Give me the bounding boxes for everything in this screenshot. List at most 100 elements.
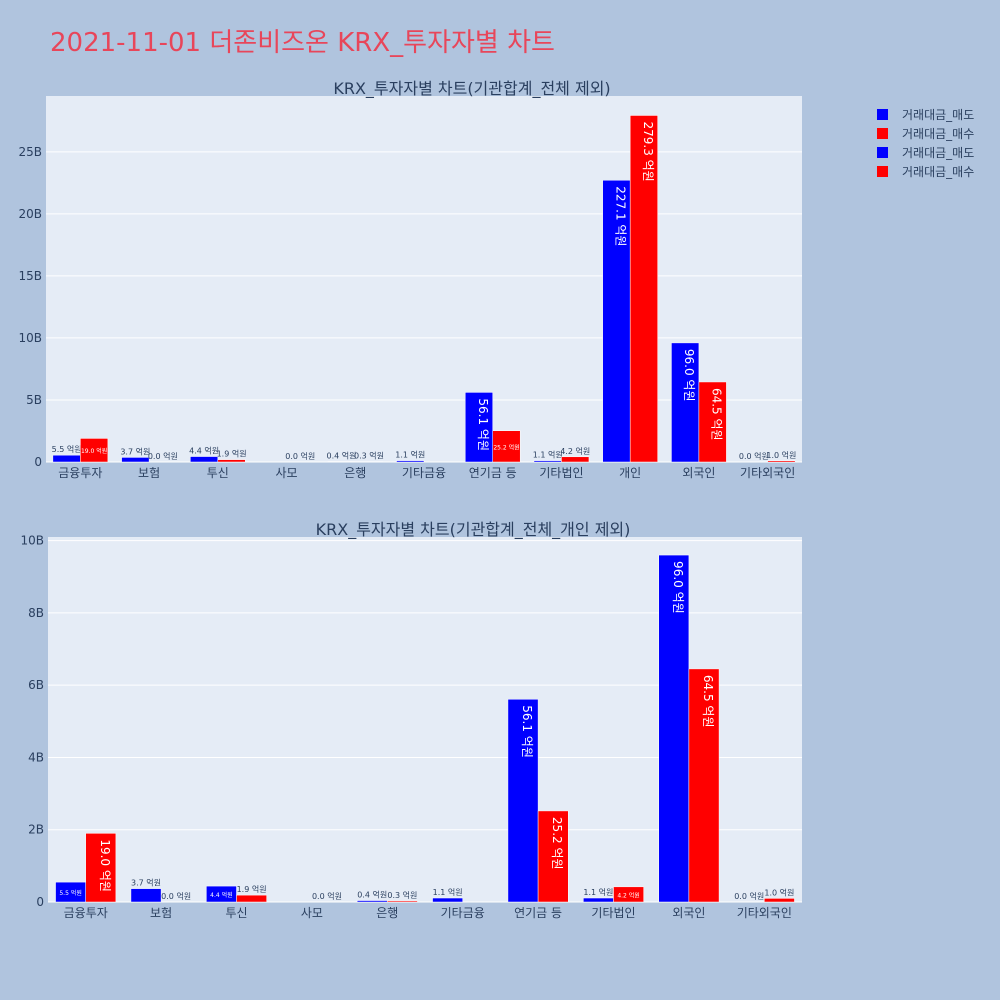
bar-buy [613,886,644,903]
x-tick-label: 보험 [150,906,172,920]
bar-sell [121,457,150,463]
x-tick-label: 금융투자 [58,466,102,480]
legend-label: 거래대금_매수 [902,165,974,179]
legend-swatch [877,166,888,177]
bar-buy [492,430,521,463]
bar-buy [80,438,109,463]
y-tick-label: 5B [26,393,42,407]
legend-swatch [877,109,888,120]
bar-buy [85,833,117,903]
x-tick-label: 연기금 등 [469,466,517,480]
x-tick-label: 은행 [376,905,398,920]
x-tick-label: 은행 [344,465,366,480]
x-tick-label: 금융투자 [64,906,108,920]
data-label: 0.0 억원 [148,451,178,461]
y-tick-label: 8B [28,606,44,620]
bar-sell [206,885,237,903]
data-label: 3.7 억원 [131,878,161,888]
data-label: 4.2 억원 [617,891,640,899]
x-tick-label: 기타외국인 [737,906,792,920]
x-tick-label: 기타외국인 [740,466,795,480]
data-label: 0.3 억원 [354,451,384,461]
legend-label: 거래대금_매도 [902,108,974,122]
data-label: 4.2 억원 [560,446,590,456]
y-tick-label: 6B [28,678,44,692]
bar-sell [190,456,219,463]
bar-sell [658,554,690,903]
data-label: 1.0 억원 [764,887,794,897]
y-tick-label: 10B [18,331,42,345]
x-tick-label: 기타법인 [539,466,583,480]
bar-sell [130,888,162,903]
data-label: 64.5 억원 [701,675,715,728]
bar-sell [507,699,539,903]
y-tick-label: 25B [18,145,42,159]
y-tick-label: 2B [28,823,44,837]
data-label: 0.4 억원 [357,890,387,900]
bar-sell [602,179,631,463]
x-tick-label: 외국인 [672,906,705,920]
bar-buy [764,898,795,903]
bar-sell [583,897,614,903]
data-label: 0.0 억원 [739,451,769,461]
bar-buy [698,381,727,463]
bar-sell [464,392,493,463]
data-label: 1.1 억원 [433,887,463,897]
data-label: 1.9 억원 [217,449,247,459]
data-label: 0.3 억원 [387,890,417,900]
x-tick-label: 기타금융 [441,906,485,920]
data-label: 1.9 억원 [237,884,267,894]
data-label: 1.0 억원 [766,450,796,460]
bar-sell [356,900,388,903]
data-label: 0.0 억원 [161,891,191,901]
x-tick-label: 투신 [207,466,229,480]
bar-buy [561,456,590,463]
data-label: 1.1 억원 [583,887,613,897]
x-tick-label: 기타금융 [402,466,446,480]
x-tick-label: 투신 [225,906,247,920]
data-label: 227.1 억원 [613,186,627,246]
data-label: 64.5 억원 [710,388,724,441]
bar-buy [767,460,796,463]
data-label: 0.0 억원 [312,891,342,901]
x-tick-label: 개인 [619,466,641,480]
legend-swatch [877,128,888,139]
legend-swatch [877,147,888,158]
data-label: 96.0 억원 [671,561,685,614]
y-tick-label: 0 [34,455,42,469]
data-label: 19.0 억원 [98,839,112,892]
x-tick-label: 사모 [275,466,297,480]
data-label: 0.0 억원 [285,451,315,461]
data-label: 1.1 억원 [533,450,563,460]
y-tick-label: 20B [18,207,42,221]
data-label: 25.2 억원 [493,443,519,451]
data-label: 4.4 억원 [189,446,219,456]
x-tick-label: 연기금 등 [514,906,562,920]
legend-label: 거래대금_매도 [902,146,974,160]
data-label: 4.4 억원 [210,891,233,899]
data-label: 279.3 억원 [641,121,655,181]
chart-2: 0 2B 4B 6B 8B 10B KRX_투자자별 차트(기관합계_전체_개인 제외) 금융… [20,520,802,920]
y-tick-label: 4B [28,750,44,764]
legend-label: 거래대금_매수 [902,127,974,141]
bar-buy [387,900,418,903]
bar-buy [236,894,267,903]
data-label: 3.7 억원 [120,446,150,456]
data-label: 0.4 억원 [327,451,357,461]
bar-sell [432,897,463,903]
bar-buy [217,459,246,463]
x-tick-label: 기타법인 [591,906,635,920]
data-label: 0.0 억원 [734,891,764,901]
data-label: 96.0 억원 [682,349,696,402]
chart-subtitle: KRX_투자자별 차트(기관합계_전체_개인 제외) [316,520,631,540]
bar-buy [629,115,658,463]
x-tick-label: 외국인 [682,466,715,480]
page-title: 2021-11-01 더존비즈온 KRX_투자자별 차트 [50,28,555,58]
y-tick-label: 10B [20,534,44,548]
bar-sell [533,460,562,463]
data-label: 56.1 억원 [476,398,490,451]
data-label: 5.5 억원 [52,444,82,454]
y-tick-label: 15B [18,269,42,283]
